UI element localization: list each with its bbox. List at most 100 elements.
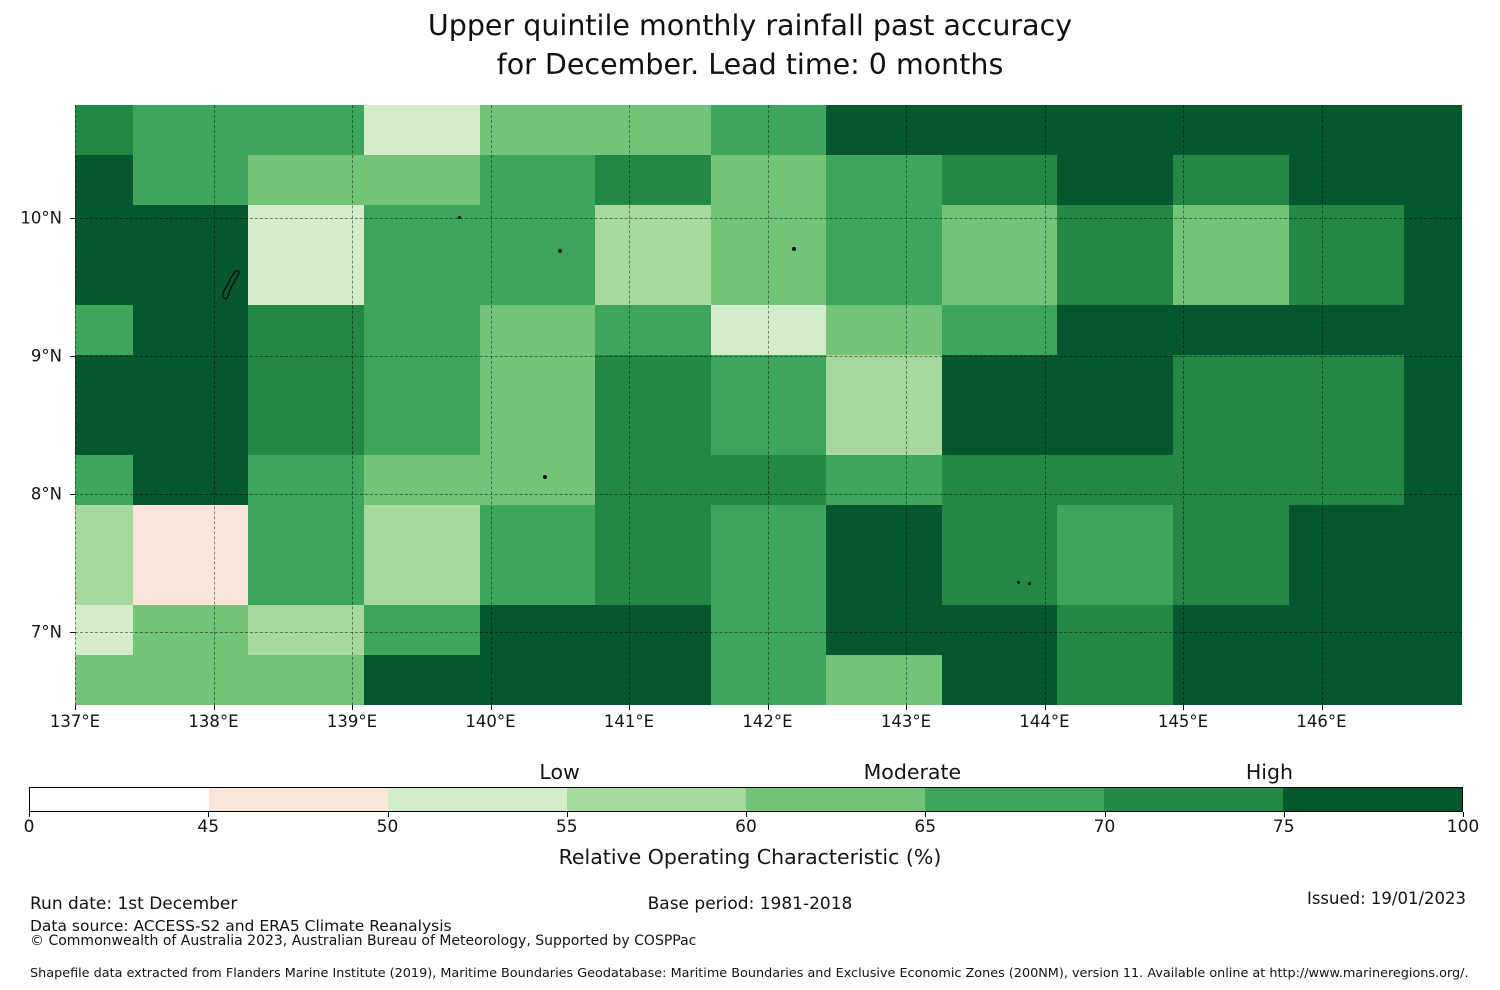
heatmap-cell: [768, 305, 827, 355]
heatmap-cell: [1173, 505, 1231, 555]
heatmap-cell: [999, 555, 1058, 605]
heatmap-cell: [248, 605, 307, 655]
heatmap-cell: [479, 605, 538, 655]
heatmap-cell: [75, 405, 133, 455]
heatmap-cell: [479, 505, 538, 555]
heatmap-cell: [826, 605, 885, 655]
heatmap-cell: [768, 505, 827, 555]
heatmap-cell: [1346, 505, 1405, 555]
heatmap-cell: [1404, 555, 1462, 605]
y-tick-mark: [70, 494, 75, 495]
chart-title: Upper quintile monthly rainfall past acc…: [0, 6, 1500, 84]
copyright-text: © Commonwealth of Australia 2023, Austra…: [30, 933, 697, 949]
island-dot: [558, 249, 562, 253]
heatmap-cell: [652, 355, 711, 405]
heatmap-cell: [132, 455, 191, 505]
heatmap-cell: [1173, 605, 1231, 655]
colorbar-tick-label: 0: [23, 817, 35, 837]
heatmap-cell: [1173, 555, 1231, 605]
heatmap-cell: [421, 455, 480, 505]
heatmap-cell: [363, 655, 422, 705]
x-tick-mark: [490, 705, 492, 710]
heatmap-cell: [1057, 505, 1116, 555]
colorbar-tick-label: 50: [376, 817, 399, 837]
heatmap-cell: [1173, 455, 1231, 505]
colorbar-tick-label: 55: [555, 817, 578, 837]
heatmap-cell: [190, 505, 249, 555]
heatmap-cell: [595, 555, 653, 605]
heatmap-cell: [1173, 655, 1231, 705]
heatmap-cell: [537, 405, 596, 455]
heatmap-cell: [768, 105, 827, 155]
x-tick-label: 146°E: [1296, 712, 1347, 731]
heatmap-cell: [132, 205, 191, 255]
heatmap-cell: [1230, 655, 1289, 705]
heatmap-cell: [1288, 455, 1347, 505]
heatmap-cell: [1173, 255, 1231, 305]
heatmap-cell: [999, 505, 1058, 555]
heatmap-cell: [1057, 605, 1116, 655]
heatmap-cell: [941, 355, 1000, 405]
heatmap-cell: [537, 155, 596, 205]
heatmap-cell: [595, 655, 653, 705]
heatmap: [75, 105, 1462, 705]
heatmap-cell: [248, 355, 307, 405]
heatmap-cell: [1230, 305, 1289, 355]
heatmap-cell: [248, 205, 307, 255]
heatmap-cell: [132, 405, 191, 455]
heatmap-cell: [248, 155, 307, 205]
heatmap-cell: [884, 505, 942, 555]
heatmap-cell: [710, 205, 769, 255]
heatmap-cell: [248, 455, 307, 505]
heatmap-cell: [710, 555, 769, 605]
heatmap-cell: [826, 105, 885, 155]
heatmap-cell: [190, 405, 249, 455]
heatmap-cell: [132, 605, 191, 655]
heatmap-cell: [768, 655, 827, 705]
heatmap-cell: [1230, 405, 1289, 455]
colorbar-segment: [209, 788, 388, 811]
heatmap-cell: [1346, 155, 1405, 205]
heatmap-cell: [884, 455, 942, 505]
heatmap-cell: [248, 655, 307, 705]
heatmap-cell: [1173, 305, 1231, 355]
heatmap-cell: [1115, 355, 1174, 405]
heatmap-cell: [248, 305, 307, 355]
heatmap-cell: [363, 405, 422, 455]
heatmap-cell: [421, 405, 480, 455]
heatmap-cell: [1346, 105, 1405, 155]
colorbar-segment: [925, 788, 1104, 811]
issued-date-text: Issued: 19/01/2023: [1306, 889, 1466, 908]
heatmap-cell: [190, 555, 249, 605]
heatmap-cell: [595, 105, 653, 155]
heatmap-cell: [190, 655, 249, 705]
heatmap-cell: [363, 455, 422, 505]
heatmap-cell: [306, 155, 364, 205]
colorbar: [29, 787, 1463, 812]
heatmap-cell: [1173, 105, 1231, 155]
heatmap-cell: [479, 455, 538, 505]
heatmap-cell: [884, 605, 942, 655]
heatmap-cell: [1057, 205, 1116, 255]
heatmap-cell: [537, 305, 596, 355]
heatmap-cell: [652, 505, 711, 555]
heatmap-cell: [479, 155, 538, 205]
heatmap-cell: [999, 405, 1058, 455]
heatmap-cell: [710, 605, 769, 655]
heatmap-cell: [1288, 155, 1347, 205]
heatmap-cell: [306, 205, 364, 255]
heatmap-cell: [999, 655, 1058, 705]
island-dot: [1016, 580, 1020, 584]
heatmap-cell: [1230, 455, 1289, 505]
heatmap-cell: [75, 255, 133, 305]
heatmap-cell: [190, 305, 249, 355]
heatmap-cell: [1404, 655, 1462, 705]
heatmap-cell: [537, 105, 596, 155]
heatmap-cell: [248, 505, 307, 555]
heatmap-cell: [132, 255, 191, 305]
heatmap-cell: [826, 305, 885, 355]
heatmap-cell: [768, 255, 827, 305]
heatmap-cell: [1346, 455, 1405, 505]
heatmap-cell: [941, 505, 1000, 555]
colorbar-segment: [30, 788, 209, 811]
